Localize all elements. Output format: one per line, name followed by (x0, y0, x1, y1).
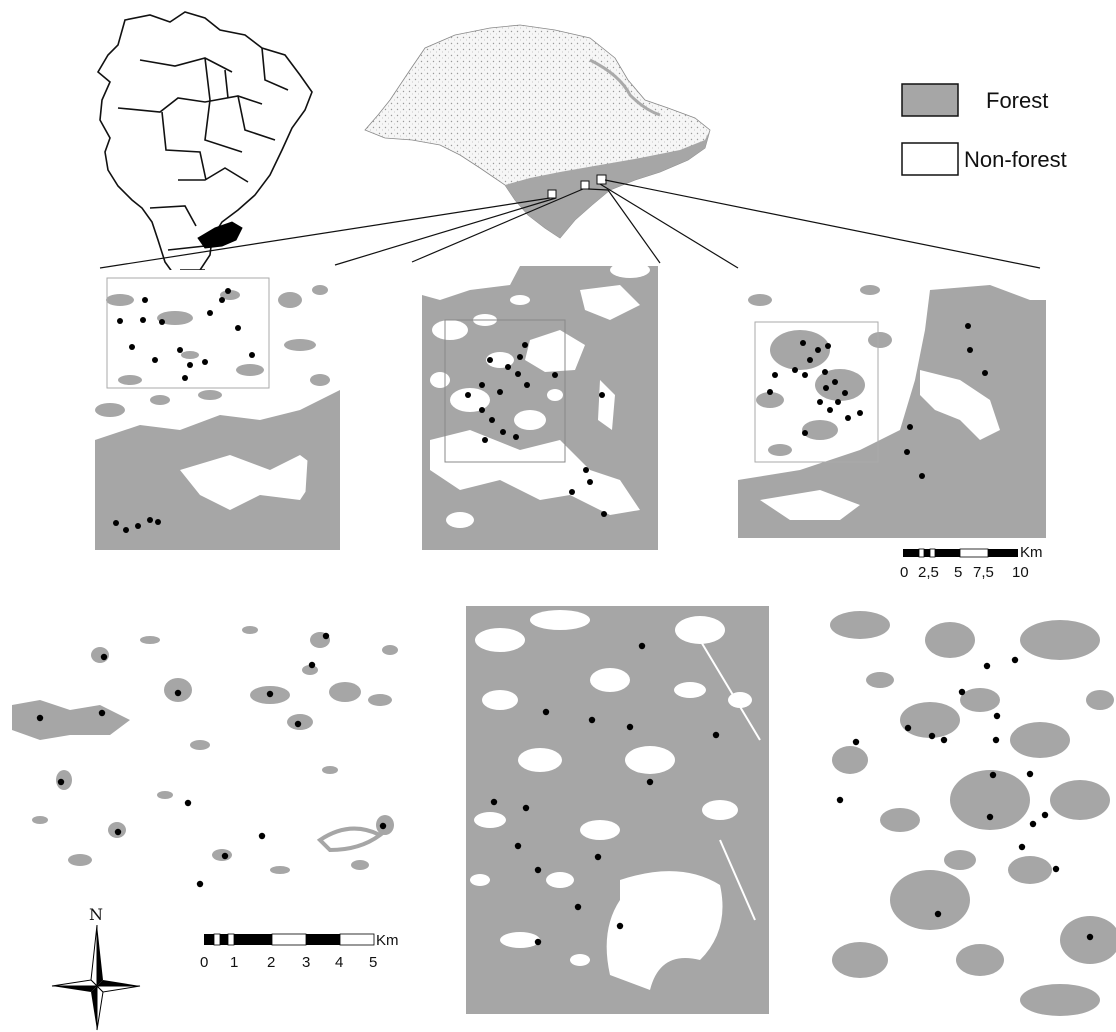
landscape-inset-3 (738, 270, 1046, 538)
scale-upper-tick-2: 5 (954, 564, 962, 581)
scale-upper-unit: Km (1020, 544, 1043, 561)
study-site-box-1 (547, 189, 557, 199)
study-site-box-3 (596, 174, 607, 185)
forest-swatch (901, 83, 959, 117)
landscape-detail-3 (824, 606, 1116, 1016)
non-forest-swatch (901, 142, 959, 176)
scale-bar-lower: Km 0 1 2 3 4 5 (200, 932, 399, 971)
scale-lower-tick-4: 4 (335, 954, 343, 971)
landscape-inset-2 (422, 266, 658, 550)
scale-upper-tick-0: 0 (900, 564, 908, 581)
scale-lower-tick-0: 0 (200, 954, 208, 971)
scale-lower-tick-2: 2 (267, 954, 275, 971)
brazil-locator-map (96, 11, 313, 307)
scale-upper-tick-3: 7,5 (973, 564, 994, 581)
forest-legend-label: Forest (986, 88, 1048, 113)
scale-lower-tick-5: 5 (369, 954, 377, 971)
landscape-detail-2 (466, 606, 769, 1014)
landscape-inset-1 (95, 270, 340, 550)
scale-upper-tick-1: 2,5 (918, 564, 939, 581)
compass-rose-icon: N (51, 905, 141, 1031)
scale-upper-tick-4: 10 (1012, 564, 1029, 581)
sao-paulo-state-map (99, 24, 1041, 269)
study-site-box-2 (580, 180, 590, 190)
landscape-detail-1 (12, 606, 416, 888)
scale-lower-tick-3: 3 (302, 954, 310, 971)
scale-lower-unit: Km (376, 932, 399, 949)
non-forest-legend-label: Non-forest (964, 147, 1067, 172)
zoom-connector-lines (99, 179, 1041, 269)
map-legend: Forest Non-forest (901, 83, 1067, 176)
scale-bar-upper: Km 0 2,5 5 7,5 10 (900, 544, 1043, 581)
north-label: N (89, 905, 103, 924)
sao-paulo-state-highlight (197, 221, 243, 249)
scale-lower-tick-1: 1 (230, 954, 238, 971)
